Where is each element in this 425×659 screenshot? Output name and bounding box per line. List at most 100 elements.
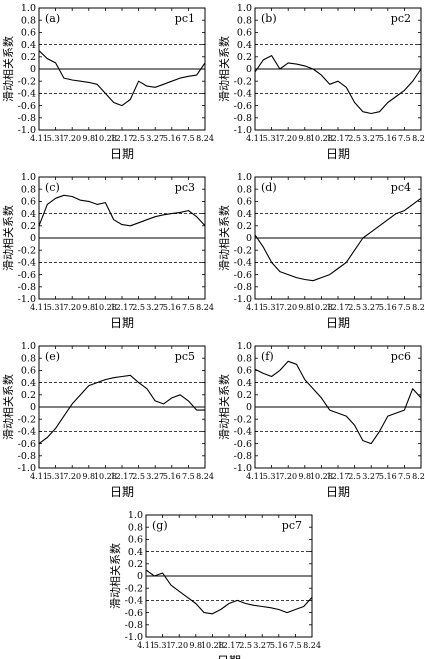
y-tick-label: 1.0 — [128, 510, 143, 521]
x-tick-label: 7.5 — [182, 303, 195, 312]
series-name: pc6 — [391, 350, 411, 363]
y-axis-label: 滑动相关系数 — [1, 205, 15, 271]
x-tick-label: 5.16 — [379, 472, 397, 481]
x-tick-label: 2.5 — [348, 303, 361, 312]
x-tick-label: 5.16 — [379, 134, 397, 143]
x-tick-label: 3.27 — [146, 303, 164, 312]
y-tick-label: -0.2 — [234, 414, 252, 425]
y-tick-label: 0.6 — [128, 535, 143, 546]
x-tick-label: 7.5 — [182, 472, 195, 481]
y-tick-label: -0.4 — [234, 258, 252, 269]
y-tick-label: 0.4 — [21, 378, 36, 389]
y-tick-label: -0.6 — [18, 270, 36, 281]
chart-panel-6: 1.00.8 0.60.40.20-0.2 -0.4-0.6-0.8-1.04.11… — [217, 341, 425, 499]
y-tick-label: 0.8 — [237, 353, 252, 364]
x-tick-label: 12.17 — [111, 472, 134, 481]
x-tick-label: 5.31 — [47, 303, 65, 312]
y-tick-label: 0.4 — [237, 378, 252, 389]
x-tick-label: 3.27 — [146, 134, 164, 143]
x-tick-label: 8.24 — [412, 303, 425, 312]
y-tick-label: 1.0 — [21, 3, 36, 14]
x-tick-label: 7.20 — [279, 303, 297, 312]
x-tick-label: 12.17 — [111, 134, 134, 143]
panel-label: (b) — [261, 12, 277, 25]
x-tick-label: 5.16 — [379, 303, 397, 312]
y-tick-label: 0.2 — [237, 390, 252, 401]
x-tick-label: 7.5 — [398, 303, 411, 312]
x-tick-label: 7.5 — [289, 641, 302, 650]
x-tick-label: 8.24 — [196, 134, 214, 143]
x-tick-label: 2.5 — [348, 472, 361, 481]
y-tick-label: -0.2 — [234, 76, 252, 87]
y-tick-label: 0.4 — [21, 40, 36, 51]
x-tick-label: 4.11 — [246, 134, 264, 143]
x-tick-label: 8.24 — [412, 472, 425, 481]
chart-panel-2: 1.00.8 0.60.40.20-0.2 -0.4-0.6-0.8-1.04.11… — [217, 3, 425, 161]
x-tick-label: 8.24 — [303, 641, 321, 650]
x-tick-label: 10.28 — [94, 303, 117, 312]
series-line-pc6 — [254, 360, 422, 445]
y-tick-label: 1.0 — [237, 172, 252, 183]
y-axis-label: 滑动相关系数 — [217, 374, 231, 440]
x-tick-label: 8.24 — [196, 472, 214, 481]
y-tick-label: -0.2 — [18, 414, 36, 425]
series-name: pc1 — [175, 12, 195, 25]
x-tick-label: 8.24 — [196, 303, 214, 312]
x-tick-label: 5.16 — [163, 303, 181, 312]
y-tick-label: 0 — [137, 571, 143, 582]
y-tick-label: -0.4 — [125, 596, 143, 607]
x-tick-label: 9.8 — [82, 472, 95, 481]
chart-panel-1: 1.00.8 0.60.40.20-0.2 -0.4-0.6-0.8-1.04.11… — [1, 3, 214, 161]
panel-label: (g) — [152, 519, 168, 532]
series-name: pc5 — [175, 350, 195, 363]
x-tick-label: 4.11 — [30, 134, 48, 143]
y-tick-label: -0.8 — [234, 282, 252, 293]
x-tick-label: 8.24 — [412, 134, 425, 143]
x-tick-label: 9.8 — [189, 641, 202, 650]
y-tick-label: -1.0 — [18, 463, 36, 474]
x-tick-label: 4.11 — [30, 303, 48, 312]
y-tick-label: -0.6 — [234, 101, 252, 112]
y-tick-label: 0.8 — [237, 15, 252, 26]
y-tick-label: 0.2 — [237, 52, 252, 63]
y-tick-label: -0.4 — [18, 258, 36, 269]
y-tick-label: -0.8 — [234, 113, 252, 124]
y-tick-label: 0.6 — [21, 366, 36, 377]
y-tick-label: 0.6 — [21, 197, 36, 208]
x-tick-label: 2.5 — [132, 134, 145, 143]
x-tick-label: 4.11 — [246, 472, 264, 481]
y-tick-label: 0.2 — [128, 559, 143, 570]
x-tick-label: 5.31 — [47, 472, 65, 481]
y-tick-label: -0.2 — [234, 245, 252, 256]
y-tick-label: -0.4 — [234, 89, 252, 100]
x-tick-label: 2.5 — [132, 472, 145, 481]
y-tick-label: -0.2 — [18, 245, 36, 256]
series-name: pc7 — [282, 519, 302, 532]
y-tick-label: -0.4 — [18, 427, 36, 438]
x-tick-label: 3.27 — [362, 134, 380, 143]
series-line-pc3 — [38, 194, 206, 227]
y-tick-label: 0.8 — [21, 353, 36, 364]
x-axis-label: 日期 — [326, 485, 350, 499]
y-tick-label: -1.0 — [125, 632, 143, 643]
panel-label: (a) — [45, 12, 60, 25]
y-tick-label: -0.8 — [18, 451, 36, 462]
y-axis-label: 滑动相关系数 — [108, 543, 122, 609]
y-tick-label: 0.4 — [237, 209, 252, 220]
y-tick-label: -1.0 — [234, 125, 252, 136]
x-tick-label: 7.5 — [398, 472, 411, 481]
x-tick-label: 2.5 — [132, 303, 145, 312]
y-tick-label: -0.2 — [18, 76, 36, 87]
x-tick-label: 12.17 — [218, 641, 241, 650]
y-tick-label: 1.0 — [237, 3, 252, 14]
x-tick-label: 9.8 — [82, 134, 95, 143]
y-axis-label: 滑动相关系数 — [217, 205, 231, 271]
x-tick-label: 12.17 — [327, 472, 350, 481]
y-tick-label: -0.6 — [234, 270, 252, 281]
series-line-pc2 — [254, 55, 422, 115]
x-tick-label: 5.31 — [154, 641, 172, 650]
y-tick-label: -1.0 — [234, 463, 252, 474]
x-tick-label: 5.31 — [263, 472, 281, 481]
y-tick-label: 1.0 — [21, 341, 36, 352]
x-axis-label: 日期 — [217, 654, 241, 659]
